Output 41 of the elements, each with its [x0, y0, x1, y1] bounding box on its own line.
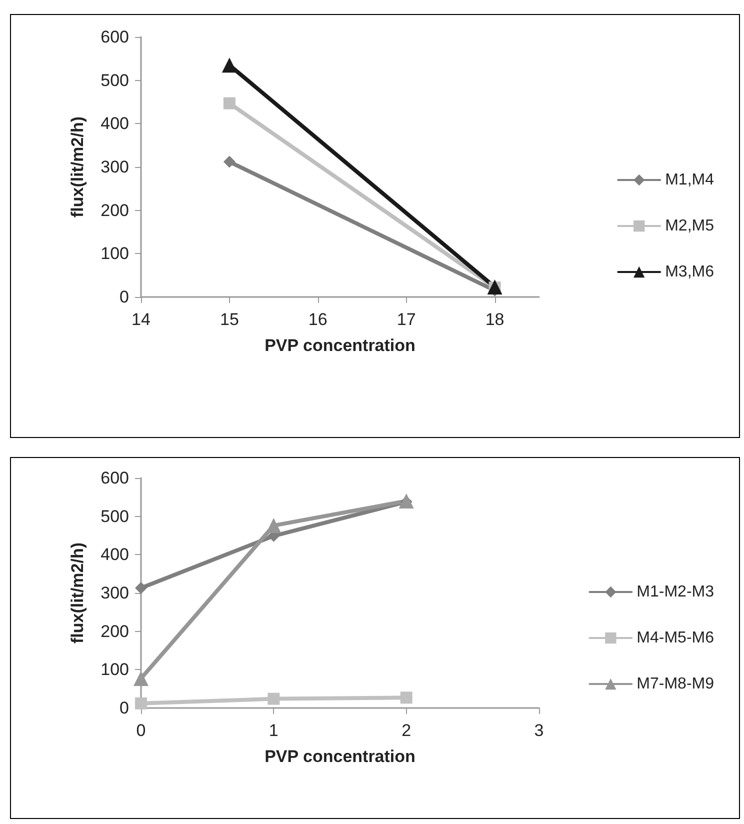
x-tick-label: 0	[136, 721, 146, 740]
y-tick-label: 400	[100, 545, 129, 564]
point	[134, 670, 148, 686]
y-tick-label: 500	[100, 506, 129, 526]
y-tick-label: 0	[120, 698, 129, 718]
x-tick-label: 3	[534, 721, 544, 740]
point	[266, 518, 282, 534]
x-tick-label: 17	[396, 310, 416, 329]
legend-label: M1-M2-M3	[636, 584, 714, 600]
x-tick-label: 15	[220, 310, 239, 329]
y-tick-label: 300	[100, 158, 129, 176]
y-tick-label: 300	[100, 584, 129, 602]
y-tick-label: 0	[120, 288, 129, 306]
point	[400, 692, 412, 704]
x-tick-label: 14	[132, 310, 150, 329]
y-tick-label: 400	[100, 114, 129, 134]
x-tick-label: 16	[308, 310, 328, 329]
legend-label: M1,M4	[665, 172, 714, 188]
point	[223, 156, 236, 168]
point	[135, 697, 147, 710]
y-tick-label: 200	[100, 622, 129, 641]
legend-label: M7-M8-M9	[636, 676, 714, 692]
x-tick-label: 1	[268, 721, 278, 740]
y-tick-label: 600	[100, 468, 129, 488]
y-tick-label: 500	[100, 70, 129, 90]
x-tick-label: 2	[402, 721, 412, 740]
legend-label: M3,M6	[665, 264, 714, 280]
point	[223, 97, 236, 110]
x-axis-title: PVP concentration	[264, 336, 416, 355]
point	[135, 582, 147, 594]
x-axis-title: PVP concentration	[264, 747, 416, 766]
point	[268, 692, 280, 705]
legend-label: M2,M5	[665, 218, 714, 234]
y-tick-label: 200	[100, 200, 129, 220]
legend-label: M4-M5-M6	[636, 630, 714, 646]
y-tick-label: 600	[100, 28, 129, 46]
y-tick-label: 100	[100, 244, 129, 264]
x-tick-label: 18	[485, 310, 504, 329]
y-axis-title: flux(lit/m2/h)	[68, 116, 87, 218]
y-tick-label: 100	[100, 660, 129, 680]
y-axis-title: flux(lit/m2/h)	[68, 542, 87, 644]
